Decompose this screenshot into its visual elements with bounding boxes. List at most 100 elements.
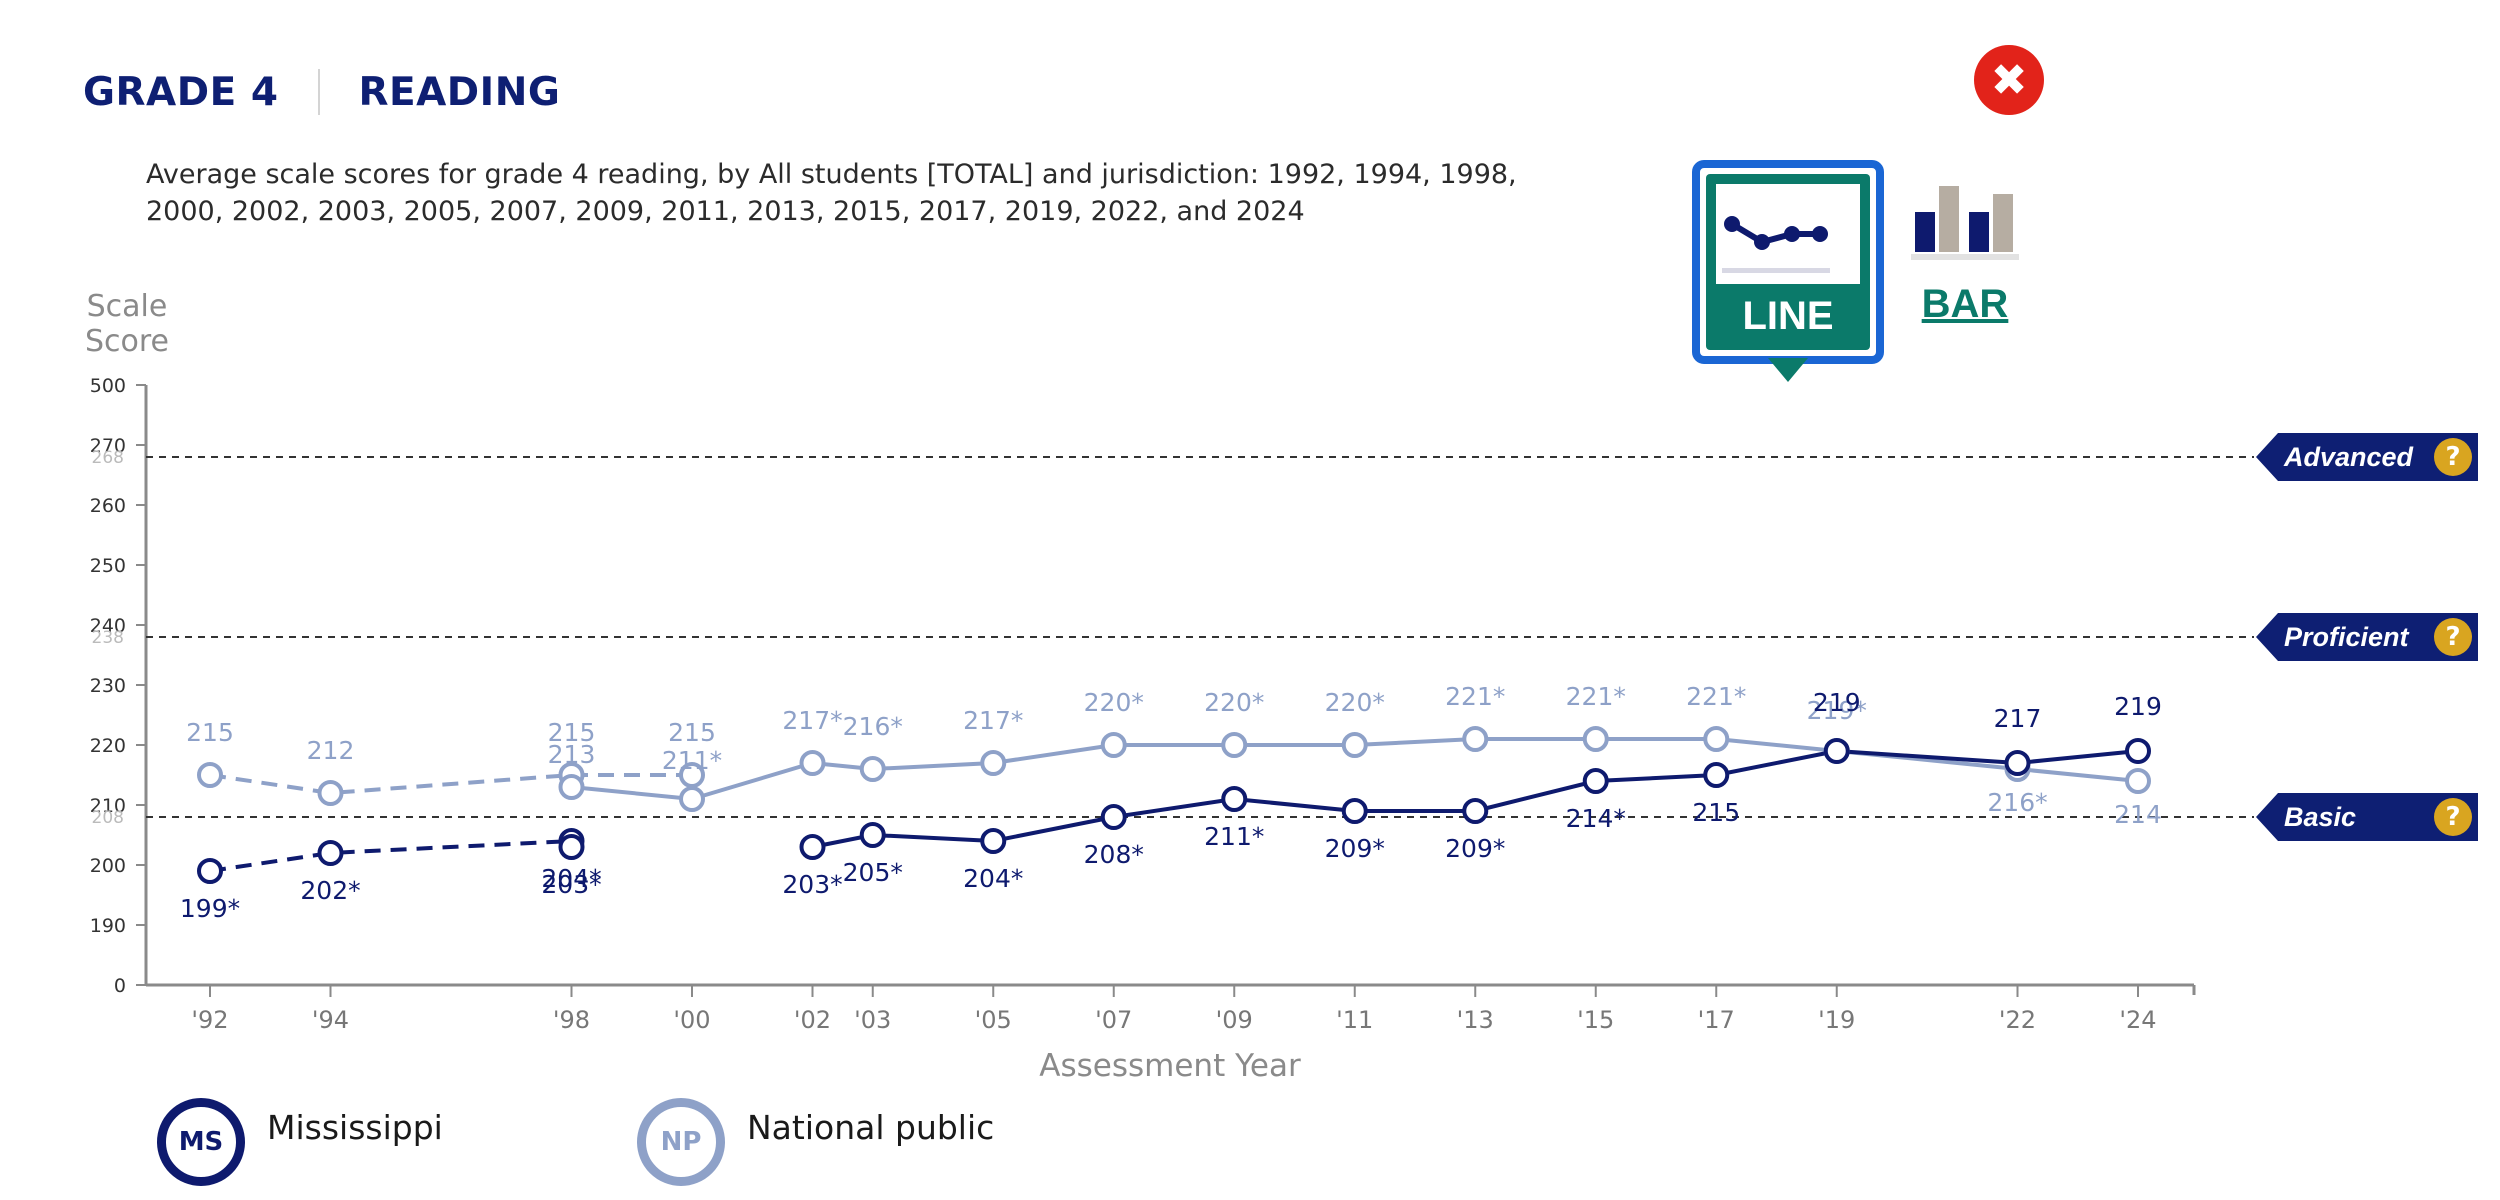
selected-pointer — [1768, 358, 1808, 382]
badge-arrow — [2256, 793, 2278, 841]
x-tick-label: '03 — [854, 1006, 891, 1034]
close-button[interactable]: ✖ — [1974, 45, 2044, 115]
national-public-legend-icon: NP — [637, 1098, 725, 1186]
mississippi-data-label: 203* — [782, 870, 842, 899]
close-icon: ✖ — [1990, 54, 2028, 106]
national-public-series-line — [571, 737, 2139, 802]
mississippi-legend-icon: MS — [157, 1098, 245, 1186]
national-public-data-point — [859, 756, 886, 782]
mississippi-data-label: 205* — [843, 858, 903, 887]
badge-body: Basic? — [2278, 793, 2478, 841]
bar-chart-toggle-button[interactable]: BAR — [1905, 182, 2025, 332]
badge-arrow — [2256, 433, 2278, 481]
national-public-data-label: 217* — [963, 706, 1023, 735]
mississippi-data-label: 211* — [1204, 822, 1264, 851]
national-public-data-point — [197, 762, 223, 788]
mississippi-data-point — [1341, 798, 1368, 824]
mississippi-data-point — [558, 834, 585, 860]
mississippi-data-point — [1582, 768, 1609, 794]
national-public-data-label: 214 — [2114, 800, 2162, 829]
legend-label-mississippi: Mississippi — [267, 1107, 443, 1147]
mississippi-data-point — [317, 840, 344, 866]
y-tick-label: 210 — [90, 795, 126, 817]
chart-description: Average scale scores for grade 4 reading… — [146, 159, 1517, 227]
national-public-data-label: 220* — [1325, 688, 1385, 717]
help-icon[interactable]: ? — [2434, 798, 2472, 836]
help-icon[interactable]: ? — [2434, 618, 2472, 656]
legend-abbr-ms: MS — [178, 1127, 224, 1157]
y-tick-label: 250 — [90, 555, 126, 577]
national-public-data-label: 221* — [1686, 682, 1746, 711]
mississippi-series-line — [812, 748, 2139, 849]
national-public-data-label: 211* — [662, 746, 722, 775]
x-tick-label: '19 — [1818, 1006, 1855, 1034]
mississippi-data-point — [980, 828, 1007, 854]
x-axis-title: Assessment Year — [1039, 1048, 1301, 1084]
y-tick-label: 270 — [90, 435, 126, 457]
y-axis-title-line: Score — [85, 324, 169, 359]
national-public-data-point — [1221, 732, 1248, 758]
y-tick-label: 260 — [90, 495, 126, 517]
y-axis-title-line: Scale — [87, 289, 168, 324]
mississippi-data-label: 217 — [1994, 704, 2042, 733]
national-public-data-point — [2125, 768, 2151, 794]
help-icon[interactable]: ? — [2434, 438, 2472, 476]
legend-item-mississippi: MS Mississippi — [157, 1098, 443, 1186]
achievement-level-advanced: Advanced? — [2256, 433, 2478, 481]
subject-label: READING — [358, 69, 561, 115]
mississippi-data-label: 202* — [300, 876, 360, 905]
mississippi-data-label: 204* — [963, 864, 1023, 893]
national-public-data-point — [799, 750, 826, 776]
mississippi-series-line — [209, 839, 572, 873]
badge-body: Proficient? — [2278, 613, 2478, 661]
national-public-data-label: 219* — [1807, 696, 1867, 725]
national-public-data-point — [1341, 732, 1368, 758]
line-chart-toggle-button[interactable]: LINE — [1692, 160, 1884, 382]
national-public-data-point — [558, 774, 585, 800]
national-public-data-point — [317, 780, 344, 806]
national-public-data-label: 220* — [1084, 688, 1144, 717]
line-chart-icon — [1716, 184, 1860, 284]
mississippi-data-label: 209* — [1325, 834, 1385, 863]
national-public-data-point — [1703, 726, 1730, 752]
national-public-data-point — [1582, 726, 1609, 752]
x-tick-label: '92 — [191, 1006, 228, 1034]
y-tick-label: 230 — [90, 675, 126, 697]
mississippi-data-label: 203* — [541, 870, 601, 899]
national-public-data-point — [1823, 738, 1850, 764]
national-public-data-label: 215 — [548, 718, 596, 747]
national-public-series-line — [209, 773, 692, 796]
national-public-data-label: 221* — [1566, 682, 1626, 711]
achievement-level-basic: Basic? — [2256, 793, 2478, 841]
y-tick-label: 0 — [114, 975, 126, 997]
x-tick-label: '11 — [1336, 1006, 1373, 1034]
mississippi-data-point — [558, 828, 585, 854]
x-tick-label: '24 — [2119, 1006, 2156, 1034]
bar-chart-icon — [1911, 186, 2019, 260]
x-tick-label: '17 — [1698, 1006, 1735, 1034]
mississippi-data-point — [1462, 798, 1489, 824]
mississippi-data-point — [859, 822, 886, 848]
national-public-data-label: 220* — [1204, 688, 1264, 717]
national-public-data-point — [679, 762, 705, 788]
achievement-ghost-label: 238 — [92, 628, 124, 648]
x-tick-label: '13 — [1457, 1006, 1494, 1034]
national-public-data-point — [980, 750, 1007, 776]
mississippi-data-point — [197, 858, 223, 884]
x-tick-label: '15 — [1577, 1006, 1614, 1034]
mississippi-data-label: 219 — [2114, 692, 2162, 721]
y-tick-label: 500 — [90, 375, 126, 397]
x-tick-label: '98 — [553, 1006, 590, 1034]
x-tick-label: '02 — [794, 1006, 831, 1034]
mississippi-data-label: 208* — [1084, 840, 1144, 869]
y-tick-label: 240 — [90, 615, 126, 637]
achievement-ghost-label: 208 — [92, 808, 124, 828]
y-tick-label: 200 — [90, 855, 126, 877]
x-tick-label: '94 — [312, 1006, 349, 1034]
grade-label: GRADE 4 — [83, 69, 279, 115]
national-public-data-label: 213 — [548, 740, 596, 769]
mississippi-data-point — [1823, 738, 1850, 764]
national-public-data-label: 215 — [668, 718, 716, 747]
mississippi-data-point — [1100, 804, 1127, 830]
x-tick-label: '00 — [673, 1006, 710, 1034]
